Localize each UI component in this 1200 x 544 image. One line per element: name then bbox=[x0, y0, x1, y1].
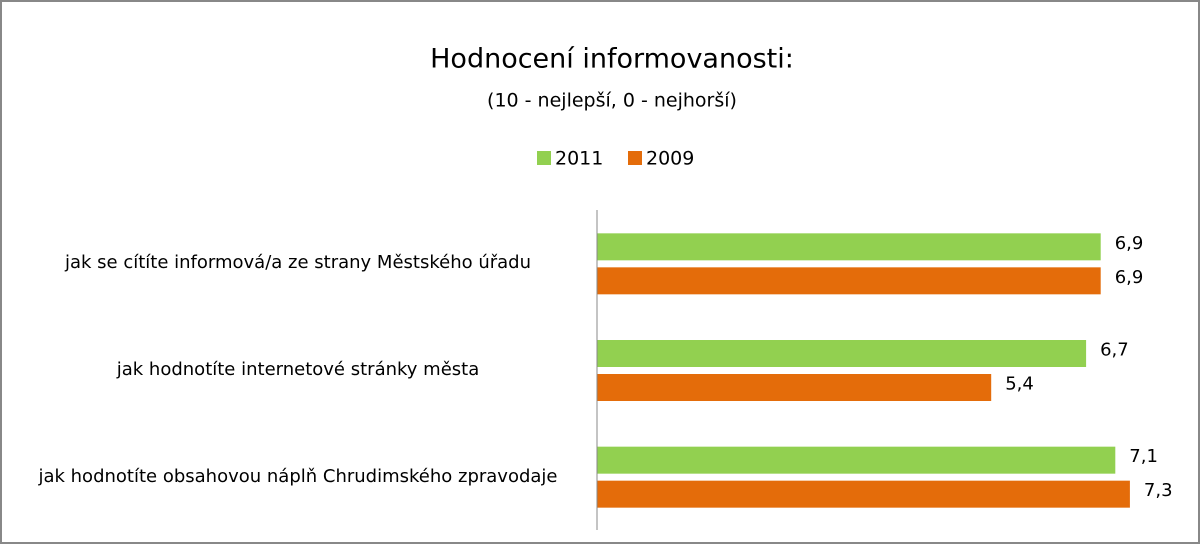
bar bbox=[597, 480, 1130, 508]
value-label: 6,9 bbox=[1115, 267, 1144, 288]
bar bbox=[597, 233, 1101, 261]
category-label: jak se cítíte informová/a ze strany Měst… bbox=[64, 252, 532, 274]
value-label: 6,9 bbox=[1115, 233, 1144, 254]
chart-subtitle: (10 - nejlepší, 0 - nejhorší) bbox=[487, 90, 737, 112]
bar bbox=[597, 267, 1101, 295]
bar bbox=[597, 340, 1087, 367]
bar bbox=[597, 446, 1116, 474]
legend-swatch bbox=[537, 151, 551, 165]
value-label: 7,1 bbox=[1129, 446, 1158, 467]
category-label: jak hodnotíte internetové stránky města bbox=[116, 359, 480, 380]
bar bbox=[597, 374, 992, 401]
category-label: jak hodnotíte obsahovou náplň Chrudimské… bbox=[38, 465, 558, 487]
value-label: 6,7 bbox=[1100, 340, 1129, 361]
chart-title: Hodnocení informovanosti: bbox=[430, 44, 794, 75]
legend-label: 2011 bbox=[555, 148, 603, 170]
value-label: 5,4 bbox=[1005, 374, 1034, 395]
legend-swatch bbox=[628, 151, 642, 165]
legend-label: 2009 bbox=[646, 148, 694, 170]
value-label: 7,3 bbox=[1144, 480, 1173, 501]
